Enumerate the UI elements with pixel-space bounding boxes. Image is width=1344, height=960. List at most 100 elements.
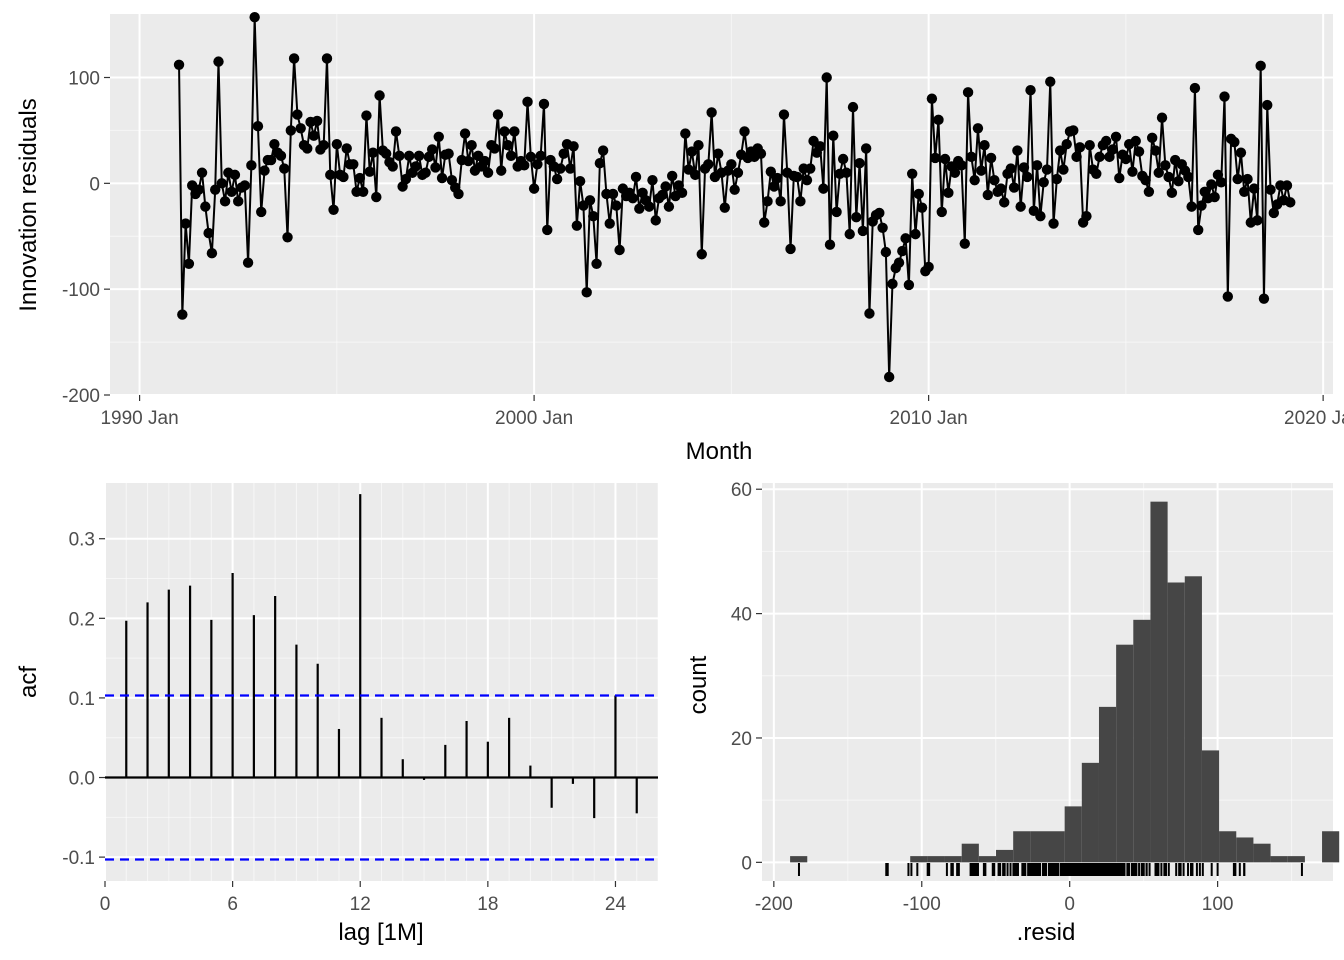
residuals-point — [1107, 144, 1118, 155]
residuals-point — [1143, 186, 1155, 197]
residuals-point — [173, 59, 185, 70]
histogram-bar — [1116, 644, 1134, 863]
residuals-point — [979, 140, 990, 151]
residuals-point — [252, 120, 264, 132]
residuals-point — [311, 115, 323, 127]
residuals-y-tick-label: 100 — [68, 69, 100, 90]
residuals-point — [1100, 135, 1112, 147]
residuals-point — [1252, 215, 1263, 226]
histogram-x-tick-label: -200 — [755, 894, 793, 915]
residuals-point — [463, 155, 474, 167]
residuals-point — [1229, 136, 1240, 148]
histogram-bar — [1167, 582, 1185, 863]
residuals-point — [686, 146, 698, 157]
residuals-point — [229, 169, 241, 181]
residuals-point — [857, 225, 869, 237]
histogram-bar — [927, 856, 945, 863]
residuals-point — [565, 163, 576, 174]
residuals-point — [949, 167, 961, 178]
histogram-bar — [1098, 706, 1117, 863]
residuals-point — [374, 90, 385, 101]
residuals-point — [611, 200, 622, 211]
residuals-point — [851, 212, 862, 223]
residuals-point — [581, 287, 592, 298]
residuals-point — [1058, 164, 1069, 175]
residuals-point — [558, 148, 569, 159]
histogram-bar — [961, 843, 979, 863]
histogram-bar — [1270, 856, 1288, 863]
residuals-point — [328, 204, 339, 215]
residuals-point — [242, 257, 254, 268]
residuals-point — [906, 168, 918, 180]
histogram-axis-ticks: -200 -100 0 100 0 20 40 60 — [731, 480, 1234, 915]
residuals-point — [1248, 183, 1260, 194]
residuals-x-axis-title: Month — [686, 438, 753, 465]
residuals-point — [357, 186, 369, 197]
residuals-point — [887, 278, 898, 290]
residuals-point — [630, 171, 642, 183]
residuals-point — [594, 158, 606, 169]
acf-x-tick-label: 24 — [605, 894, 627, 915]
residuals-point — [443, 148, 454, 159]
residuals-point — [923, 261, 934, 273]
residuals-point — [929, 152, 941, 164]
residuals-point — [453, 188, 464, 200]
residuals-point — [193, 184, 204, 195]
residuals-point — [210, 184, 221, 195]
residuals-point — [1130, 135, 1141, 147]
residuals-point — [597, 145, 609, 156]
residuals-point — [256, 206, 267, 218]
residuals-point — [903, 279, 915, 291]
histogram-bar — [1322, 831, 1340, 863]
residuals-point — [1114, 172, 1125, 184]
residuals-point — [1146, 132, 1158, 144]
residuals-point — [489, 143, 500, 154]
residuals-point — [877, 222, 888, 233]
residuals-point — [361, 110, 372, 121]
residuals-point — [1038, 177, 1049, 188]
histogram-bar — [1030, 831, 1048, 863]
histogram-bar — [1201, 750, 1220, 863]
residuals-point — [1265, 184, 1276, 195]
residuals-point — [275, 150, 287, 162]
residuals-point — [821, 72, 832, 83]
residuals-point — [933, 114, 944, 126]
residuals-point — [509, 126, 520, 137]
residuals-point — [410, 161, 421, 172]
residuals-point — [696, 249, 707, 260]
residuals-point — [913, 188, 924, 200]
residuals-point — [1110, 131, 1122, 142]
residuals-point — [1048, 218, 1059, 229]
residuals-point — [713, 148, 724, 159]
residuals-point — [956, 160, 967, 171]
residuals-point — [200, 201, 211, 212]
residuals-point — [308, 130, 320, 141]
residuals-point — [943, 187, 954, 199]
residuals-point — [584, 195, 596, 206]
residuals-point — [505, 150, 517, 162]
acf-x-tick-label: 18 — [477, 894, 498, 915]
residuals-point — [1054, 145, 1066, 156]
residuals-point — [367, 147, 379, 158]
residuals-point — [1196, 200, 1207, 211]
residuals-point — [972, 123, 984, 134]
residuals-point — [1133, 146, 1145, 157]
residuals-point — [1232, 173, 1243, 185]
residuals-point — [538, 98, 550, 110]
residuals-point — [1061, 138, 1072, 150]
residuals-point — [910, 228, 921, 240]
residuals-point — [354, 172, 366, 184]
histogram-bar — [978, 856, 997, 863]
histogram-y-tick-label: 60 — [731, 480, 752, 501]
residuals-point — [1235, 147, 1247, 158]
histogram-bar — [1081, 762, 1099, 863]
residuals-point — [574, 176, 586, 187]
residuals-point — [279, 163, 290, 174]
residuals-point — [926, 93, 938, 104]
residuals-point — [643, 201, 655, 212]
residuals-point — [430, 162, 441, 173]
residuals-point — [1140, 174, 1151, 186]
residuals-point — [364, 166, 375, 177]
residuals-point — [1193, 224, 1204, 236]
